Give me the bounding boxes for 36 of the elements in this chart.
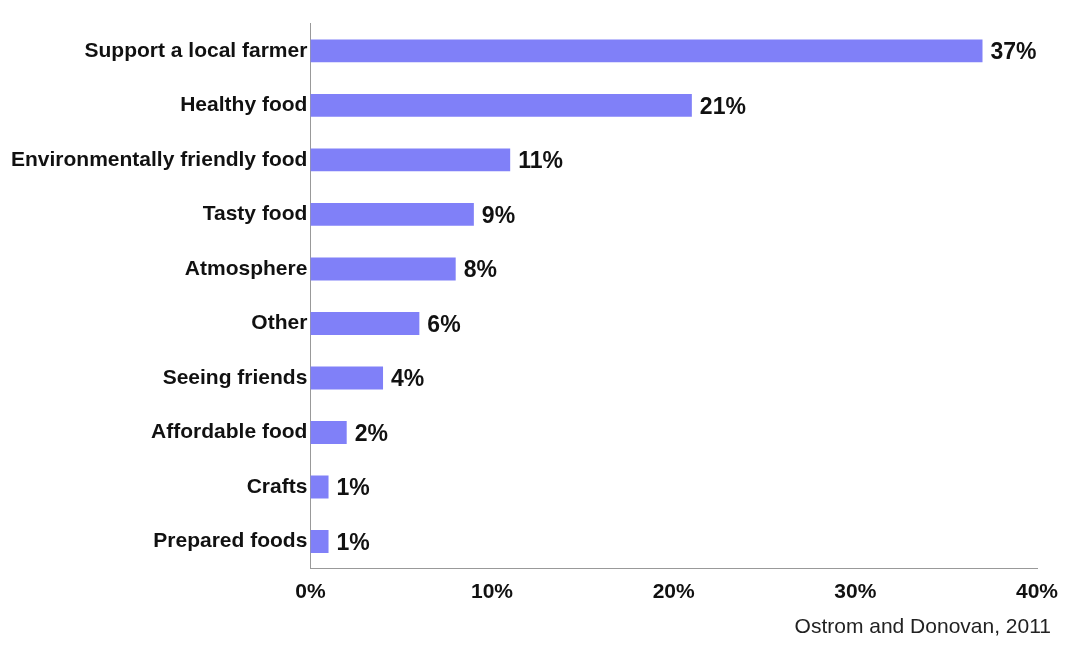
data-label: 37%	[990, 38, 1037, 65]
bar	[310, 93, 692, 117]
y-tick-label: Tasty food	[202, 201, 308, 225]
bar	[310, 366, 384, 390]
y-tick-label: Prepared foods	[153, 528, 308, 552]
y-tick-label: Other	[251, 310, 308, 334]
x-tick-label: 20%	[652, 579, 696, 603]
bar	[310, 475, 329, 499]
data-label: 21%	[699, 92, 746, 119]
bar	[310, 421, 347, 444]
data-label: 1%	[336, 528, 370, 555]
data-label: 4%	[391, 365, 425, 392]
y-tick-label: Affordable food	[151, 419, 308, 443]
y-tick-label: Atmosphere	[184, 255, 308, 279]
bar	[310, 530, 329, 553]
y-tick-label: Environmentally friendly food	[10, 146, 308, 170]
data-label: 9%	[481, 201, 516, 228]
bar	[310, 148, 511, 172]
x-tick-label: 40%	[1015, 579, 1059, 603]
y-tick-label: Seeing friends	[162, 364, 308, 388]
y-tick-label: Support a local farmer	[84, 37, 308, 61]
data-label: 6%	[427, 310, 461, 337]
x-tick-label: 10%	[471, 579, 514, 603]
bar	[310, 202, 474, 226]
bar	[310, 39, 983, 63]
data-label: 2%	[354, 419, 388, 446]
x-tick-label: 30%	[834, 579, 877, 603]
data-label: 11%	[518, 147, 563, 174]
x-tick-label: 0%	[295, 579, 326, 603]
text: Ostrom and Donovan, 2011	[793, 614, 1052, 638]
y-tick-label: Crafts	[246, 473, 308, 497]
y-tick-label: Healthy food	[180, 92, 308, 116]
data-label: 8%	[463, 256, 497, 283]
data-label: 1%	[336, 474, 370, 501]
bar	[310, 312, 420, 335]
bar	[310, 257, 456, 281]
